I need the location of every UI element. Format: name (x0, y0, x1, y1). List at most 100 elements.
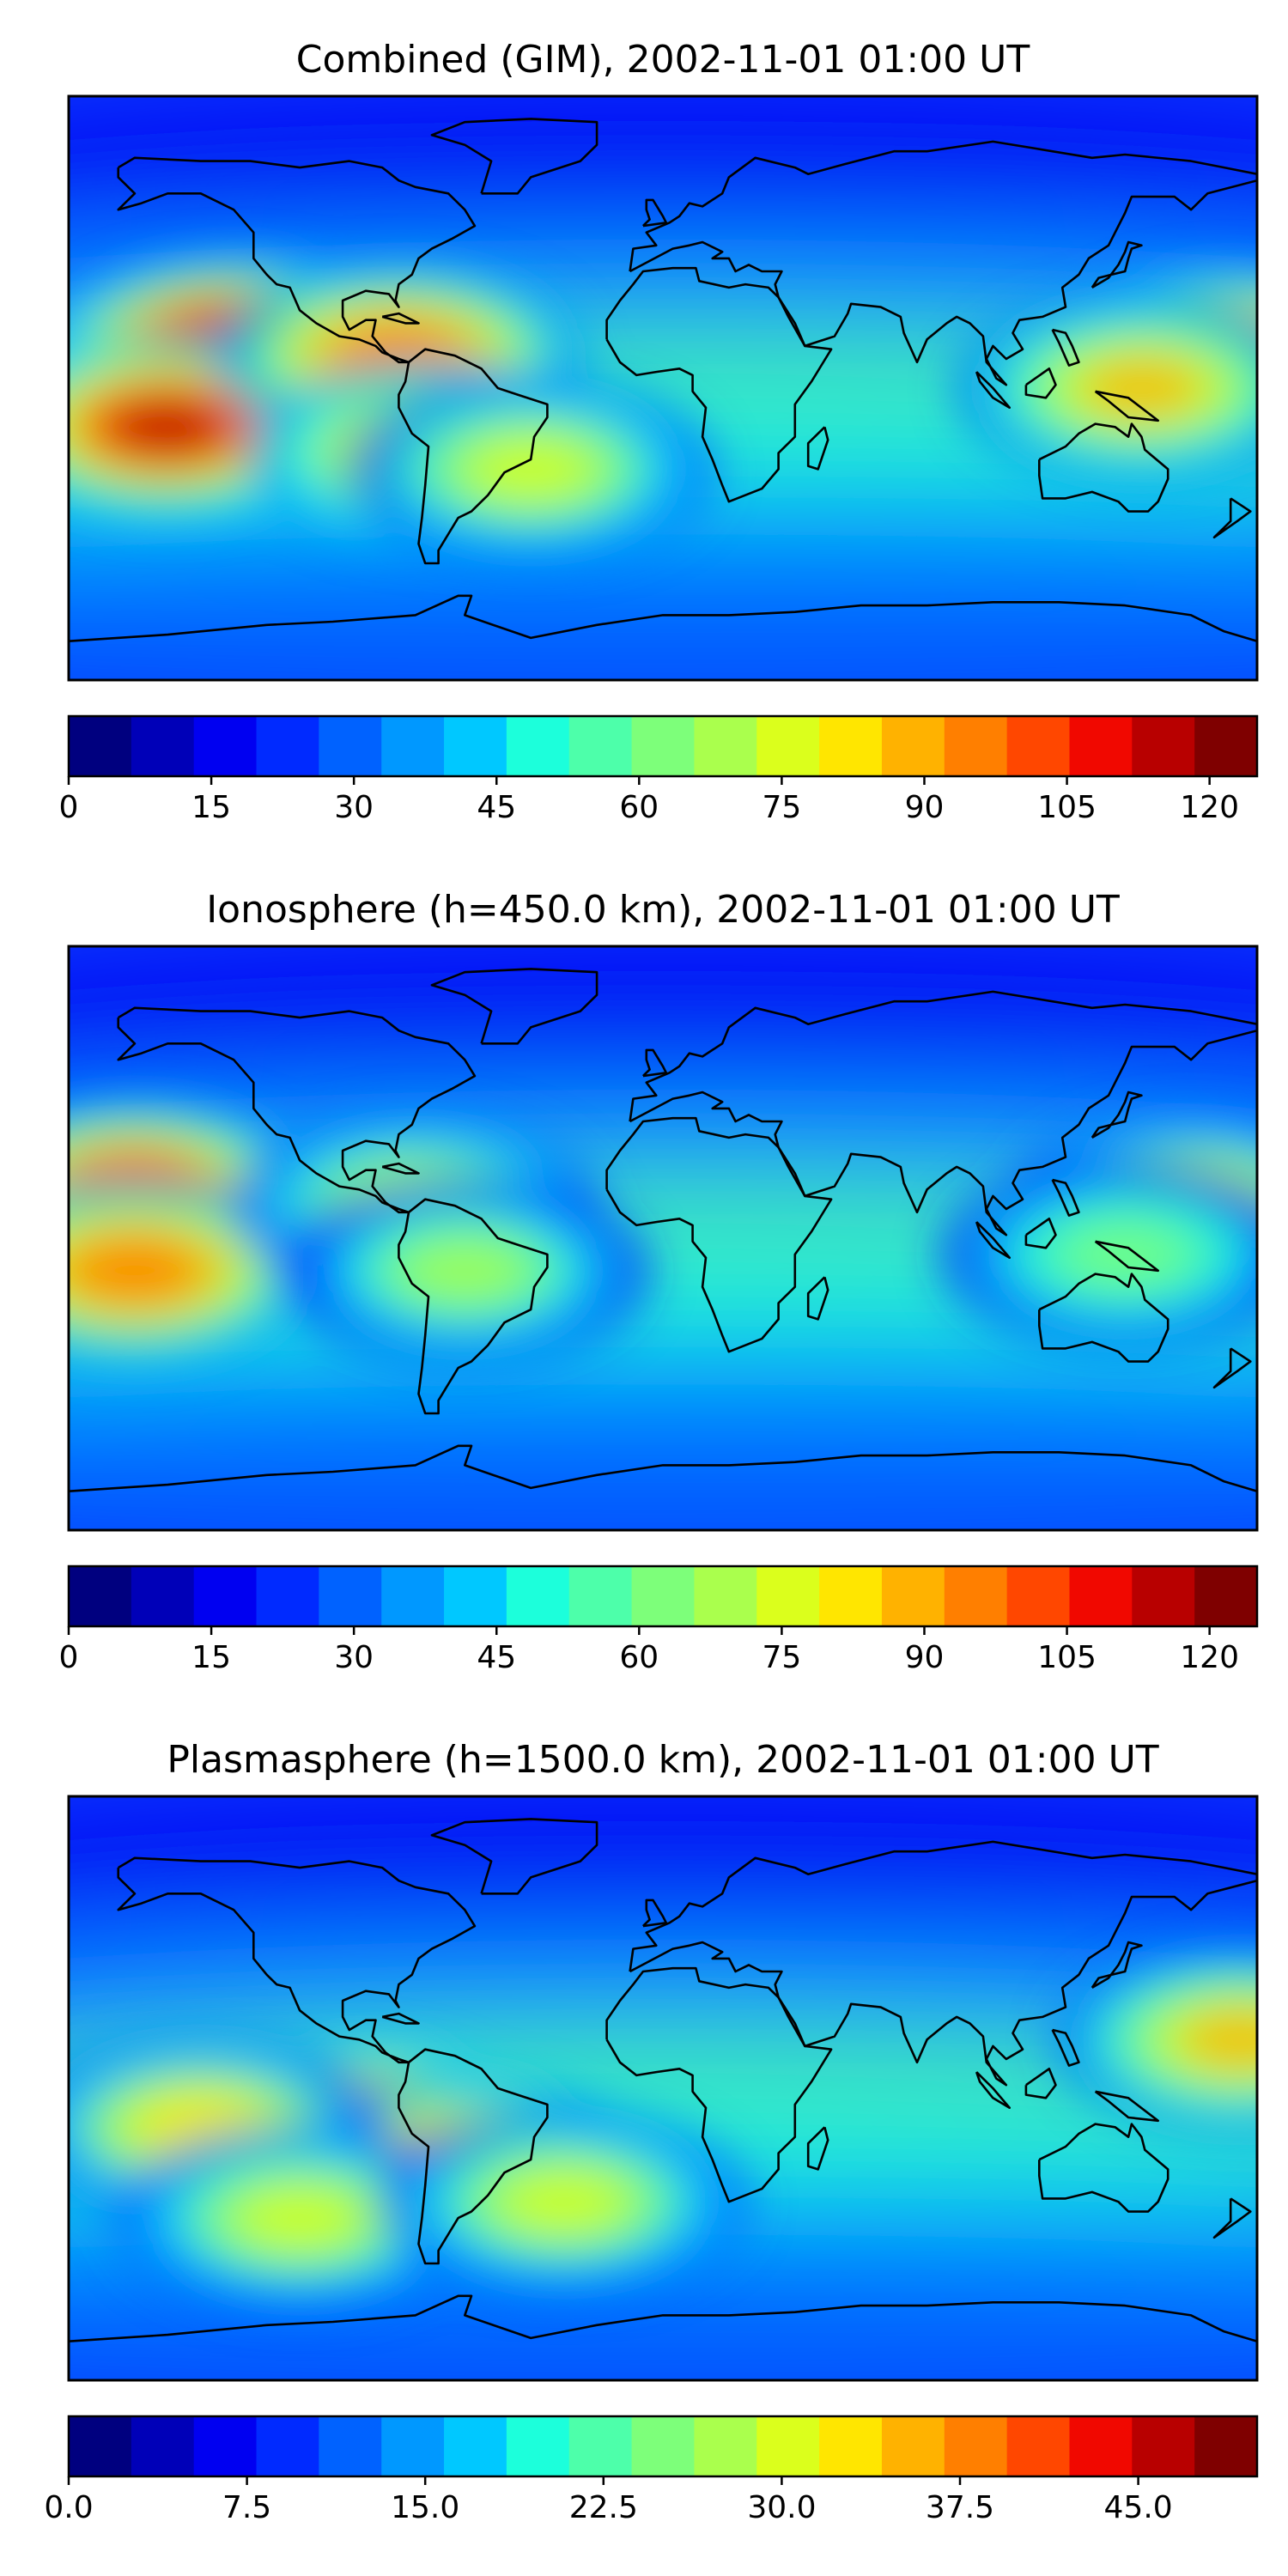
tec-hotspot-layer (69, 1096, 1257, 1364)
coastline (381, 2012, 420, 2025)
colorbar-segment (944, 1566, 1008, 1626)
colorbar-segment (568, 716, 633, 776)
colorbar-segment (193, 716, 258, 776)
panel-title: Plasmasphere (h=1500.0 km), 2002-11-01 0… (167, 1738, 1158, 1782)
coastline (806, 1276, 829, 1321)
colorbar-segment (1069, 2416, 1133, 2476)
colorbar-segment (881, 1566, 945, 1626)
colorbar-tick-label: 75 (762, 790, 801, 825)
colorbar-segment (1006, 716, 1071, 776)
colorbar-segment (131, 1566, 195, 1626)
coastline (1051, 1178, 1080, 1217)
colorbar-segment (319, 1566, 382, 1626)
panel-plasmasphere: Plasmasphere (h=1500.0 km), 2002-11-01 0… (44, 1738, 1259, 2525)
coastline (806, 426, 829, 471)
tec-hotspot (106, 396, 229, 459)
tec-band (69, 1427, 1257, 1530)
colorbar-segment (881, 716, 945, 776)
colorbar-segment (756, 716, 820, 776)
colorbar-segment (1132, 1566, 1195, 1626)
coastline (117, 156, 477, 364)
colorbar-tick-label: 0 (59, 1640, 79, 1675)
colorbar-segment (319, 2416, 382, 2476)
map-area (69, 946, 1257, 1530)
tec-hotspot (1063, 1224, 1187, 1285)
coastline (1038, 422, 1170, 513)
coastline (605, 1116, 833, 1353)
colorbar-tick-label: 105 (1037, 1640, 1097, 1675)
coastline (430, 118, 598, 195)
coastline (398, 348, 549, 565)
colorbar-segment (944, 2416, 1008, 2476)
colorbar-tick-label: 45 (477, 790, 516, 825)
coastline (641, 198, 668, 228)
colorbar-segment (1194, 2416, 1258, 2476)
colorbar: 0 15 30 45 60 75 90 105 120 (59, 1564, 1259, 1675)
tec-field (69, 946, 1257, 1530)
colorbar: 0.0 7.5 15.0 22.5 30.0 37.5 45.0 (44, 2415, 1259, 2525)
coastline (629, 990, 1257, 1236)
coastline (1024, 1218, 1057, 1249)
coastline (1094, 2090, 1159, 2123)
coastline (1212, 1347, 1252, 1389)
colorbar-segment (444, 2416, 507, 2476)
colorbar-segment (193, 2416, 258, 2476)
coastline (605, 1966, 833, 2203)
colorbar-segment (631, 1566, 696, 1626)
coastline (1024, 2068, 1057, 2099)
colorbar-segment (319, 716, 382, 776)
coastline (1091, 1091, 1143, 1139)
colorbar-segment (756, 2416, 820, 2476)
tec-hotspot (238, 2187, 361, 2249)
colorbar-frame (67, 1564, 1259, 1628)
coastline (1024, 368, 1057, 399)
colorbar-segment (131, 716, 195, 776)
coastline (117, 1856, 477, 2064)
colorbar-tick-label: 90 (905, 1640, 945, 1675)
colorbar-segment (1069, 716, 1133, 776)
coastline (629, 140, 1257, 386)
colorbar-segment (1194, 1566, 1258, 1626)
coastline (1094, 1240, 1159, 1273)
colorbar-tick-label: 45.0 (1104, 2490, 1173, 2525)
colorbar-segment (506, 2416, 570, 2476)
colorbar-segment (444, 1566, 507, 1626)
colorbar-segment (256, 2416, 319, 2476)
tec-hotspot-layer (69, 256, 1257, 562)
colorbar-segment (631, 2416, 696, 2476)
coastline (69, 594, 1257, 642)
colorbar-tick-label: 22.5 (569, 2490, 638, 2525)
colorbar-segment (819, 2416, 883, 2476)
colorbar-tick-label: 30 (334, 1640, 374, 1675)
colorbar-segment (381, 1566, 445, 1626)
panel-combined: Combined (GIM), 2002-11-01 01:00 UT 0 15 3… (59, 38, 1259, 825)
colorbar-tick-label: 15 (191, 1640, 231, 1675)
colorbar-tick-label: 7.5 (222, 2490, 271, 2525)
colorbar: 0 15 30 45 60 75 90 105 120 (59, 714, 1259, 825)
tec-band (69, 96, 1257, 232)
tec-field (69, 1796, 1257, 2380)
map-area (69, 1796, 1257, 2380)
colorbar-segment (1006, 2416, 1071, 2476)
tec-hotspot (73, 1240, 197, 1302)
coastline (1051, 328, 1080, 367)
colorbar-tick-label: 90 (905, 790, 945, 825)
colorbar-segment (381, 716, 445, 776)
colorbar-segment (256, 1566, 319, 1626)
coastline (430, 968, 598, 1045)
tec-band (69, 2277, 1257, 2380)
coastlines (69, 968, 1257, 1492)
map-frame (67, 1795, 1259, 2382)
colorbar-segment (381, 2416, 445, 2476)
coastline (1212, 2197, 1252, 2239)
colorbar-segment (193, 1566, 258, 1626)
colorbar-tick-label: 120 (1180, 1640, 1239, 1675)
coastline (1091, 1941, 1143, 1990)
colorbar-tick-label: 0 (59, 790, 79, 825)
tec-hotspot (469, 438, 592, 501)
coastline (1038, 2123, 1170, 2213)
colorbar-tick-label: 105 (1037, 790, 1097, 825)
map-area (69, 96, 1257, 680)
colorbar-segment (131, 2416, 195, 2476)
